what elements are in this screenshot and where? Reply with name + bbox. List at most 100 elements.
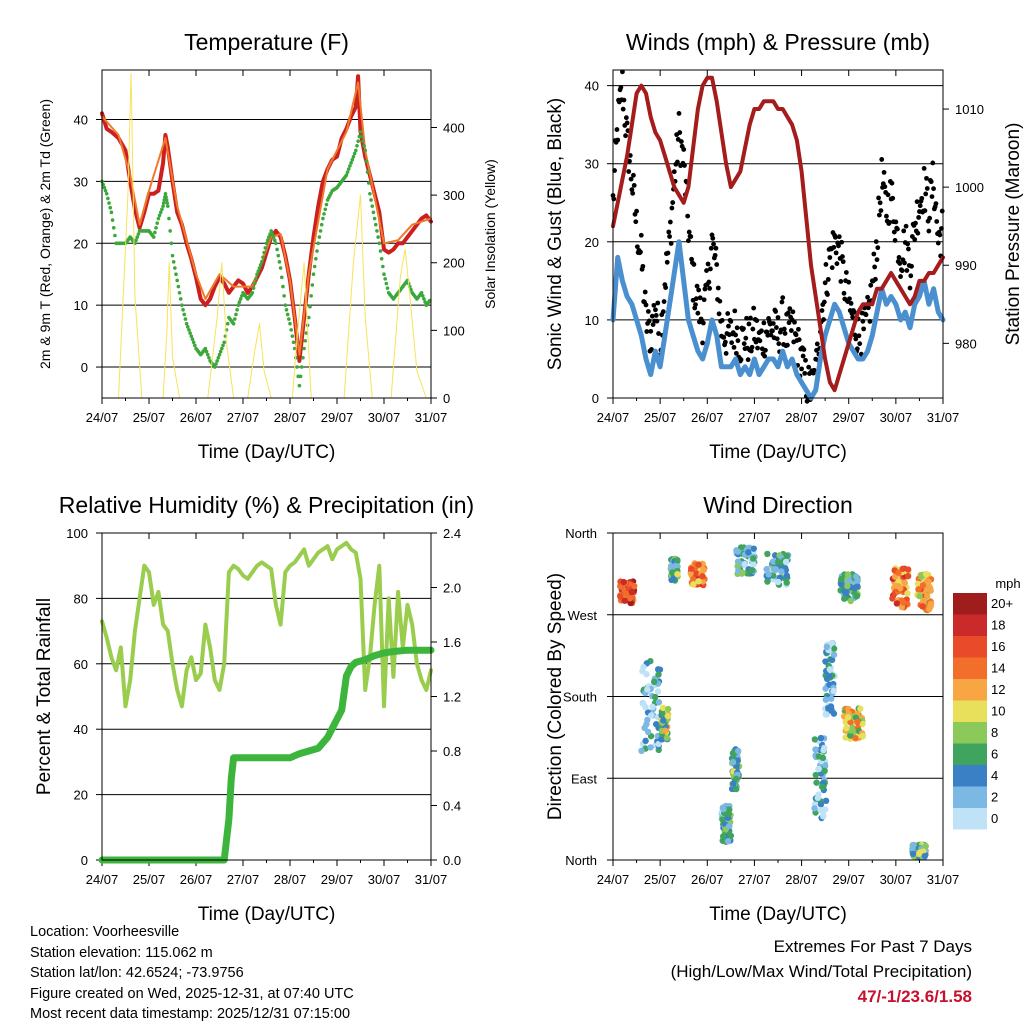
wind_direction-ytick-label: North: [565, 853, 597, 868]
winds-series-gust-point: [779, 299, 785, 305]
winds-series-gust-point: [623, 115, 629, 121]
temperature-series-2m-td-point: [222, 340, 226, 345]
winds-series-gust-point: [889, 180, 895, 186]
created-text: Figure created on Wed, 2025-12-31, at 07…: [30, 985, 354, 1002]
wind_direction-point: [783, 552, 791, 560]
temperature-series-2m-td-point: [287, 317, 291, 321]
humidity-xtick-label: 24/07: [86, 872, 119, 887]
wind_direction-point: [854, 577, 861, 584]
winds-series-gust-point: [776, 341, 782, 347]
temperature-series-2m-td-point: [281, 284, 285, 289]
wind_direction-point: [770, 558, 777, 565]
winds-xtick-label: 29/07: [832, 410, 865, 425]
winds-series-gust-point: [634, 244, 640, 250]
temperature-ytick-label: 10: [74, 298, 88, 313]
temperature-series-2m-td-point: [311, 272, 316, 277]
winds-series-gust-point: [732, 308, 738, 314]
wind_direction-point: [919, 603, 926, 610]
temperature-xtick-label: 28/07: [274, 410, 307, 425]
wind_direction-point: [844, 582, 851, 590]
wind_direction-point: [727, 832, 735, 839]
winds-series-gust-point: [634, 208, 639, 214]
winds-series-gust-point: [861, 326, 867, 332]
winds-xtick-label: 28/07: [785, 410, 818, 425]
temperature-series-2m-td-point: [379, 256, 384, 261]
wind_direction-legend-label: 18: [991, 618, 1005, 633]
wind_direction-point: [844, 714, 852, 721]
wind_direction-point: [655, 671, 662, 678]
wind_direction-point: [826, 666, 834, 673]
winds-series-gust-point: [620, 106, 626, 112]
temperature-series-2m-td-point: [265, 238, 270, 242]
humidity-title: Relative Humidity (%) & Precipitation (i…: [59, 492, 474, 518]
winds-series-gust-point: [626, 169, 632, 174]
temperature-series-2m-td-point: [364, 159, 369, 164]
temperature-series-2m-td-point: [383, 277, 387, 281]
winds-series-gust-point: [840, 259, 846, 265]
winds-xtick-label: 24/07: [597, 410, 630, 425]
wind_direction-point: [830, 710, 838, 717]
temperature-series-2m-td-point: [231, 321, 236, 326]
wind_direction-point: [820, 747, 827, 754]
winds-series-gust-point: [710, 235, 716, 241]
wind_direction-point: [915, 850, 923, 857]
winds-series-gust-point: [734, 325, 740, 331]
winds-series-gust-point: [785, 342, 790, 348]
temperature-series-2m-td-point: [350, 157, 355, 162]
wind_direction-point: [655, 740, 662, 748]
wind_direction-xtick-label: 31/07: [927, 872, 960, 887]
temperature-series-2m-td-point: [256, 269, 261, 273]
temperature-series-2m-td-point: [153, 230, 157, 235]
temperature-series-2m-td-point: [257, 266, 262, 270]
winds-series-gust-point: [790, 309, 796, 315]
temperature-series-2m-td-point: [136, 232, 141, 236]
wind_direction-legend-label: 6: [991, 747, 998, 762]
winds-series-gust-point: [694, 283, 700, 289]
winds-series-gust-point: [750, 326, 756, 332]
winds-series-gust-point: [827, 255, 833, 260]
winds-series-gust-point: [937, 232, 943, 238]
temperature-series-2m-td-point: [359, 134, 364, 139]
winds-series-gust-point: [651, 302, 657, 308]
wind_direction-ytick-label: South: [563, 690, 597, 705]
winds-xtick-label: 26/07: [691, 410, 724, 425]
winds-series-gust-point: [821, 317, 826, 322]
wind_direction-point: [772, 566, 780, 573]
winds-series-gust-point: [774, 336, 780, 342]
winds-series-gust-point: [853, 336, 859, 342]
wind_direction-point: [639, 667, 646, 675]
winds-series-gust-point: [685, 213, 691, 219]
temperature-series-2m-td-point: [216, 355, 221, 360]
winds-series-gust-point: [840, 254, 845, 259]
temperature-series-2m-td-point: [204, 349, 209, 354]
winds-series-gust-point: [857, 341, 863, 347]
temperature-ylabel: 2m & 9m T (Red, Orange) & 2m Td (Green): [37, 99, 53, 369]
wind_direction-point: [765, 571, 772, 578]
temperature-series-2m-td-point: [181, 308, 185, 312]
winds-series-gust-point: [649, 313, 655, 319]
temperature-series-2m-td-point: [155, 221, 160, 225]
temperature-series-2m-td-point: [276, 253, 281, 258]
winds-series-gust-point: [700, 340, 705, 346]
temperature-series-2m-td-point: [262, 250, 266, 255]
winds-series-gust-point: [852, 332, 858, 338]
temperature-series-2m-td-point: [349, 161, 353, 165]
winds-series-gust-point: [890, 195, 896, 201]
winds-series-gust-point: [717, 298, 723, 304]
wind_direction-point: [739, 569, 746, 576]
wind_direction-legend-swatch: [953, 679, 987, 701]
temperature-series-2m-td-point: [154, 226, 158, 230]
temperature-series-2m-td-point: [232, 317, 237, 321]
winds-series-gust-point: [624, 120, 630, 126]
winds-series-gust-point: [640, 263, 646, 269]
temperature-series-2m-td-point: [236, 303, 241, 307]
wind_direction-point: [655, 699, 663, 706]
wind_direction-legend-label: 12: [991, 682, 1005, 697]
wind_direction-point: [734, 558, 742, 565]
winds-series-gust-point: [611, 196, 617, 202]
temperature-series-2m-td-point: [297, 383, 302, 388]
winds-series-gust-point: [761, 320, 767, 326]
elevation-text: Station elevation: 115.062 m: [30, 944, 213, 961]
winds-series-gust-point: [811, 367, 817, 373]
temperature-xtick-label: 31/07: [415, 410, 448, 425]
